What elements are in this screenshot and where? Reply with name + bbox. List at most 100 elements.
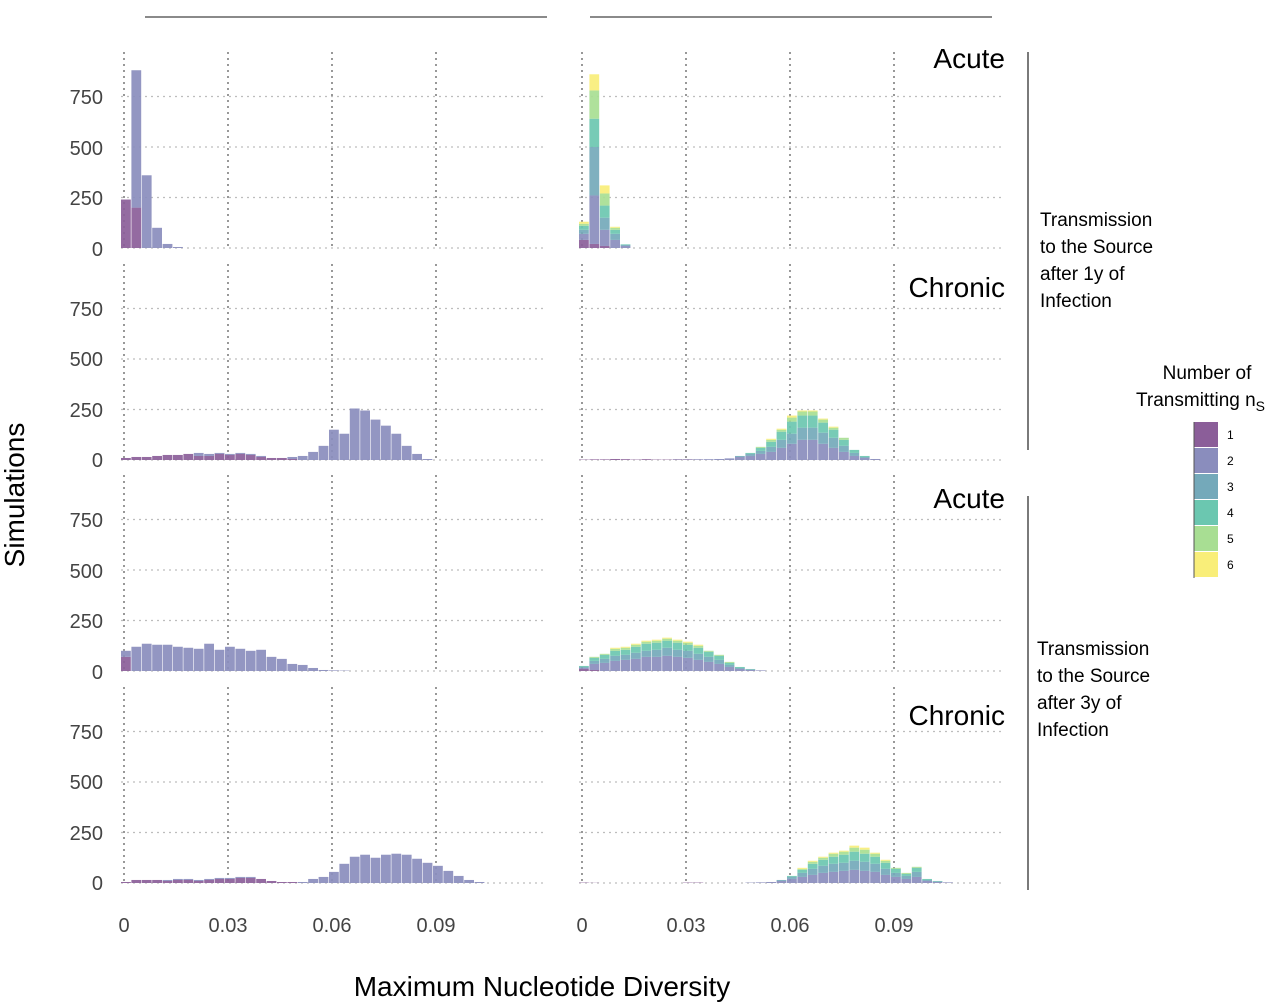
histogram-bar bbox=[828, 429, 839, 438]
histogram-bar bbox=[870, 856, 880, 864]
histogram-bar bbox=[818, 443, 828, 460]
histogram-bar bbox=[797, 872, 808, 877]
histogram-bar bbox=[599, 653, 610, 655]
histogram-bar bbox=[755, 447, 766, 451]
strip-line: to the Source bbox=[1040, 237, 1153, 258]
histogram-bar bbox=[433, 865, 443, 883]
histogram-bar bbox=[797, 427, 808, 440]
histogram-bar bbox=[287, 881, 298, 883]
histogram-bar bbox=[839, 870, 849, 883]
histogram-bar bbox=[204, 453, 214, 456]
histogram-bar bbox=[641, 459, 652, 460]
histogram-bar bbox=[349, 856, 360, 883]
histogram-bar bbox=[204, 455, 214, 460]
histogram-bar bbox=[121, 656, 131, 671]
histogram-bar bbox=[162, 880, 173, 883]
histogram-bar bbox=[381, 854, 391, 883]
histogram-bar bbox=[266, 880, 277, 883]
histogram-bar bbox=[173, 646, 183, 671]
histogram-bar bbox=[297, 455, 308, 460]
histogram-bar bbox=[714, 655, 724, 660]
histogram-bar bbox=[256, 455, 266, 457]
histogram-bar bbox=[807, 439, 818, 460]
histogram-bar bbox=[245, 876, 256, 878]
histogram-bar bbox=[308, 878, 318, 883]
histogram-bar bbox=[599, 205, 610, 218]
histogram-bar bbox=[662, 640, 672, 648]
histogram-bar bbox=[183, 647, 194, 671]
histogram-bar bbox=[859, 853, 870, 862]
histogram-bar bbox=[714, 663, 724, 671]
histogram-bar bbox=[922, 879, 932, 881]
histogram-bar bbox=[245, 877, 256, 883]
histogram-bar bbox=[672, 656, 683, 671]
histogram-bar bbox=[173, 878, 183, 880]
histogram-bar bbox=[599, 185, 610, 194]
legend-key-label: 6 bbox=[1227, 558, 1234, 572]
histogram-bar bbox=[589, 660, 600, 664]
y-tick-label: 250 bbox=[70, 400, 103, 422]
histogram-bar bbox=[620, 244, 631, 246]
histogram-bar bbox=[839, 862, 849, 871]
histogram-bar bbox=[724, 661, 735, 663]
histogram-bar bbox=[787, 443, 797, 460]
histogram-bar bbox=[579, 239, 589, 248]
histogram-bar bbox=[859, 456, 870, 458]
histogram-bar bbox=[641, 640, 652, 642]
histogram-bar bbox=[620, 245, 631, 248]
histogram-bar bbox=[620, 646, 631, 648]
histogram-bar bbox=[797, 410, 808, 412]
histogram-bar bbox=[891, 867, 901, 869]
x-tick-label: 0.03 bbox=[667, 915, 706, 937]
histogram-bar bbox=[839, 437, 849, 440]
histogram-bar bbox=[870, 852, 880, 854]
histogram-bar bbox=[360, 854, 370, 883]
histogram-bar bbox=[859, 457, 870, 460]
histogram-bar bbox=[922, 878, 932, 880]
histogram-bar bbox=[141, 643, 152, 671]
histogram-bar bbox=[776, 880, 787, 883]
legend-keys: 1 2 3 4 5 6 bbox=[1193, 422, 1234, 578]
histogram-bar bbox=[599, 654, 610, 659]
histogram-bar bbox=[797, 411, 808, 416]
histogram-bar bbox=[839, 451, 849, 460]
histogram-bar bbox=[828, 426, 839, 428]
histogram-bar bbox=[849, 455, 860, 460]
histogram-bar bbox=[225, 878, 235, 883]
histogram-bar bbox=[735, 668, 745, 671]
x-tick-label: 0.03 bbox=[209, 915, 248, 937]
legend-key-label: 2 bbox=[1227, 454, 1234, 468]
legend-key-label: 3 bbox=[1227, 480, 1234, 494]
histogram-bar bbox=[651, 642, 662, 650]
histogram-bar bbox=[589, 657, 600, 661]
histogram-bar bbox=[620, 647, 631, 650]
histogram-bar bbox=[859, 455, 870, 457]
histogram-bar bbox=[693, 459, 704, 460]
histogram-bar bbox=[818, 422, 828, 433]
histogram-bar bbox=[818, 418, 828, 420]
histogram-bar bbox=[610, 648, 620, 651]
histogram-bar bbox=[631, 652, 641, 659]
histogram-bar bbox=[193, 452, 204, 456]
histogram-bar bbox=[214, 877, 225, 879]
histogram-bar bbox=[610, 650, 620, 656]
histogram-bar bbox=[214, 649, 225, 671]
histogram-bar bbox=[797, 415, 808, 428]
histogram-bar bbox=[818, 432, 828, 444]
legend-title-subscript: S bbox=[1256, 398, 1265, 414]
y-tick-label: 500 bbox=[70, 138, 103, 160]
histogram-bar bbox=[787, 415, 797, 418]
histogram-bar bbox=[173, 246, 183, 248]
histogram-bar bbox=[589, 656, 600, 658]
histogram-bar bbox=[745, 669, 756, 671]
histogram-bar bbox=[204, 878, 214, 880]
row-label-acute-3y: Acute bbox=[933, 483, 1005, 514]
histogram-bar bbox=[849, 847, 860, 852]
y-tick-label: 0 bbox=[92, 662, 103, 684]
legend-key-label: 5 bbox=[1227, 532, 1234, 546]
histogram-bar bbox=[610, 655, 620, 661]
legend-title-line1: Number of bbox=[1163, 363, 1252, 384]
histogram-bar bbox=[828, 437, 839, 448]
histogram-bar bbox=[672, 642, 683, 650]
